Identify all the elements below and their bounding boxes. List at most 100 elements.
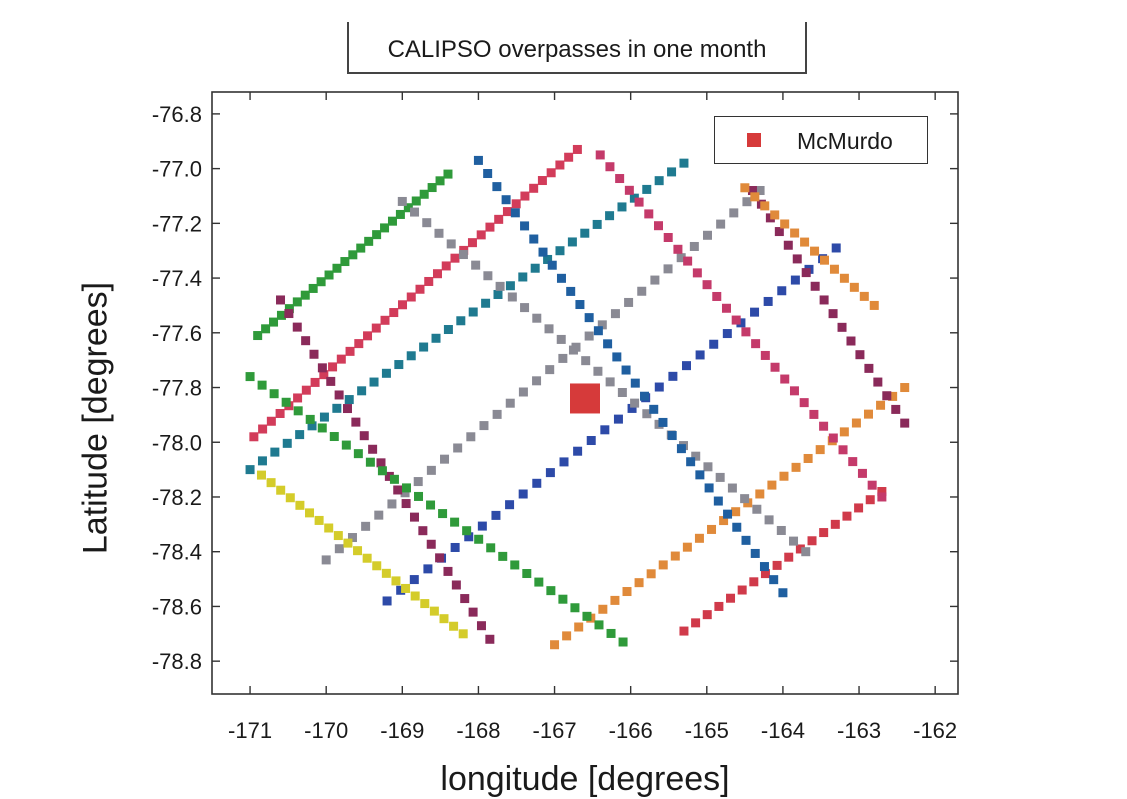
track-6-point (707, 524, 717, 534)
track-9-point (642, 409, 652, 419)
track-1-point (253, 331, 263, 341)
track-4-point (584, 331, 594, 341)
track-2-point (546, 168, 556, 178)
track-3-point (332, 403, 342, 413)
track-12-point (819, 295, 829, 305)
track-6-point (598, 604, 608, 614)
track-10-point (769, 575, 779, 585)
track-5-point (750, 307, 760, 317)
track-9-point (397, 196, 407, 206)
track-15-point (819, 255, 829, 265)
track-9-point (507, 292, 517, 302)
track-5-point (491, 510, 501, 520)
track-9-point (434, 228, 444, 238)
track-8-point (485, 634, 495, 644)
track-9-point (446, 239, 456, 249)
track-4-point (637, 286, 647, 296)
track-4-point (610, 309, 620, 319)
track-9-point (581, 356, 591, 366)
track-6-point (900, 383, 910, 393)
track-6-point (876, 400, 886, 410)
track-13-point (450, 517, 460, 527)
track-4-point (742, 197, 752, 207)
track-2-point (398, 300, 408, 310)
track-8-point (476, 621, 486, 631)
track-7-point (795, 544, 805, 554)
track-5-point (763, 296, 773, 306)
track-2-point (520, 191, 530, 201)
track-3-point (468, 307, 478, 317)
track-2-point (319, 370, 329, 380)
track-7-point (784, 552, 794, 562)
x-tick-label: -163 (837, 718, 881, 743)
track-4-point (492, 409, 502, 419)
track-3-point (431, 333, 441, 343)
track-6-point (719, 516, 729, 526)
y-tick-label: -78.0 (152, 430, 202, 455)
track-14-point (449, 621, 459, 631)
track-13-point (582, 611, 592, 621)
track-8-point (351, 417, 361, 427)
x-tick-label: -171 (228, 718, 272, 743)
track-15-point (780, 219, 790, 229)
track-4-point (321, 555, 331, 565)
track-5-point (695, 350, 705, 360)
track-15-point (800, 237, 810, 247)
track-12-point (783, 240, 793, 250)
track-14-point (333, 531, 343, 541)
track-13-point (618, 637, 628, 647)
track-15-point (760, 201, 770, 211)
track-5-point (409, 575, 419, 585)
track-11-point (819, 421, 829, 431)
track-14-point (324, 523, 334, 533)
track-4-point (400, 488, 410, 498)
track-3-point (257, 456, 267, 466)
track-10-point (676, 444, 686, 454)
track-7-point (749, 577, 759, 587)
track-7-point (877, 487, 887, 497)
track-11-point (857, 468, 867, 478)
track-4-point (545, 365, 555, 375)
track-2-point (389, 308, 399, 318)
track-5-point (505, 500, 515, 510)
track-10-point (686, 457, 696, 467)
track-11-point (760, 350, 770, 360)
track-7-point (691, 618, 701, 628)
track-14-point (391, 576, 401, 586)
x-tick-label: -167 (533, 718, 577, 743)
track-7-point (702, 610, 712, 620)
track-1-point (387, 216, 397, 226)
track-3-point (567, 237, 577, 247)
chart-title: CALIPSO overpasses in one month (387, 36, 767, 63)
track-13-point (245, 372, 255, 382)
track-7-point (760, 569, 770, 579)
track-3-point (456, 316, 466, 326)
plot-frame (211, 91, 959, 695)
track-11-point (731, 315, 741, 325)
track-6-point (791, 462, 801, 472)
track-5-point (382, 596, 392, 606)
track-9-point (727, 483, 737, 493)
track-1-point (403, 203, 413, 213)
track-6-point (888, 391, 898, 401)
track-2-point (476, 230, 486, 240)
track-8-point (309, 349, 319, 359)
track-1-point (316, 277, 326, 287)
track-11-point (789, 386, 799, 396)
track-5-point (396, 585, 406, 595)
track-9-point (715, 472, 725, 482)
track-1-point (364, 236, 374, 246)
track-12-point (792, 254, 802, 264)
track-12-point (882, 391, 892, 401)
track-13-point (558, 594, 568, 604)
track-2-point (380, 315, 390, 325)
track-13-point (594, 620, 604, 630)
x-tick-label: -164 (761, 718, 805, 743)
track-5-point (790, 275, 800, 285)
track-5-point (423, 564, 433, 574)
track-8-point (460, 594, 470, 604)
track-10-point (556, 273, 566, 283)
track-6-point (550, 640, 560, 650)
track-8-point (326, 376, 336, 386)
